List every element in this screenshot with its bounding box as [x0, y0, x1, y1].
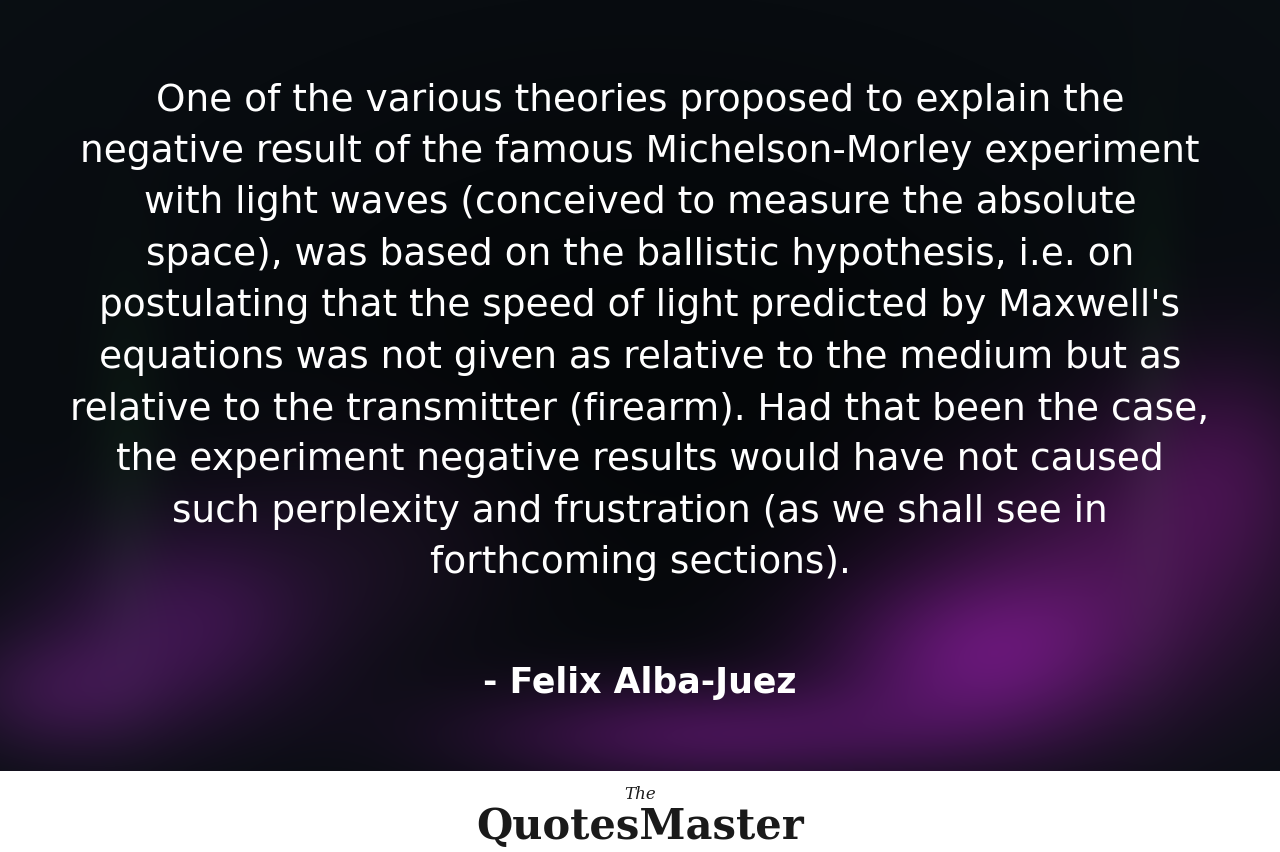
- Text: The: The: [625, 786, 655, 803]
- Text: One of the various theories proposed to explain the
negative result of the famou: One of the various theories proposed to …: [70, 83, 1210, 580]
- Text: QuotesMaster: QuotesMaster: [476, 805, 804, 847]
- Text: - Felix Alba-Juez: - Felix Alba-Juez: [484, 665, 796, 699]
